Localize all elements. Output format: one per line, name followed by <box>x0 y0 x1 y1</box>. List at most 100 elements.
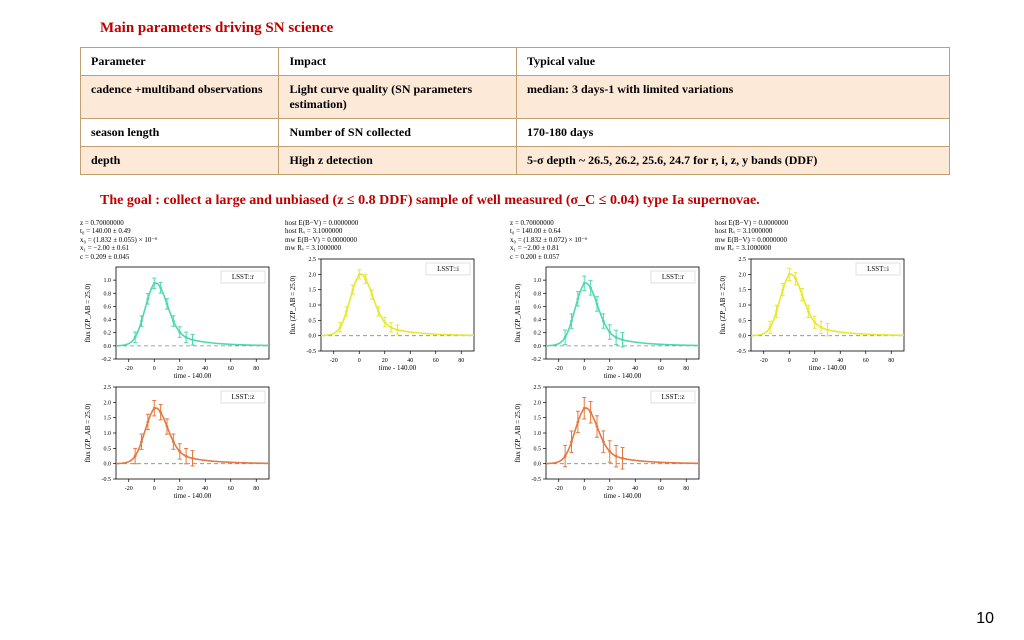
svg-text:0.6: 0.6 <box>534 304 542 310</box>
svg-text:0.8: 0.8 <box>534 291 542 297</box>
svg-text:0.4: 0.4 <box>104 318 112 324</box>
svg-text:60: 60 <box>228 366 234 372</box>
chart-lsst-i-left: -20020406080-0.50.00.51.01.52.02.5LSST::… <box>285 253 480 373</box>
svg-text:1.5: 1.5 <box>309 287 317 293</box>
svg-text:-0.2: -0.2 <box>102 357 112 363</box>
svg-text:80: 80 <box>683 486 689 492</box>
svg-text:0.5: 0.5 <box>739 318 747 324</box>
svg-text:time - 140.00: time - 140.00 <box>809 364 847 372</box>
svg-text:1.5: 1.5 <box>739 287 747 293</box>
svg-text:flux (ZP_AB = 25.0): flux (ZP_AB = 25.0) <box>514 283 522 342</box>
svg-text:0.0: 0.0 <box>104 462 112 468</box>
svg-text:LSST::i: LSST::i <box>437 265 459 273</box>
svg-text:60: 60 <box>433 358 439 364</box>
svg-text:0: 0 <box>153 486 156 492</box>
svg-text:flux (ZP_AB = 25.0): flux (ZP_AB = 25.0) <box>84 403 92 462</box>
svg-text:LSST::r: LSST::r <box>232 273 255 281</box>
table-cell: Light curve quality (SN parameters estim… <box>279 76 516 119</box>
table-cell: cadence +multiband observations <box>81 76 279 119</box>
svg-text:time - 140.00: time - 140.00 <box>604 372 642 380</box>
svg-text:2.5: 2.5 <box>104 385 112 391</box>
table-cell: 5-σ depth ~ 26.5, 26.2, 25.6, 24.7 for r… <box>516 147 949 175</box>
svg-text:0.0: 0.0 <box>534 344 542 350</box>
chart-lsst-z-right: -20020406080-0.50.00.51.01.52.02.5LSST::… <box>510 381 705 501</box>
svg-text:flux (ZP_AB = 25.0): flux (ZP_AB = 25.0) <box>84 283 92 342</box>
svg-text:0.2: 0.2 <box>534 331 542 337</box>
svg-text:1.0: 1.0 <box>534 431 542 437</box>
svg-text:80: 80 <box>253 486 259 492</box>
table-cell: depth <box>81 147 279 175</box>
page-title: Main parameters driving SN science <box>100 20 984 37</box>
table-cell: 170-180 days <box>516 119 949 147</box>
th-impact: Impact <box>279 48 516 76</box>
svg-text:60: 60 <box>658 366 664 372</box>
svg-text:LSST::z: LSST::z <box>232 393 255 401</box>
table-row: cadence +multiband observationsLight cur… <box>81 76 950 119</box>
svg-text:2.5: 2.5 <box>309 257 317 263</box>
svg-text:0.4: 0.4 <box>534 318 542 324</box>
params-right-b: host E(B−V) = 0.0000000 host Rᵥ = 3.1000… <box>715 219 910 253</box>
svg-text:time - 140.00: time - 140.00 <box>379 364 417 372</box>
svg-text:-0.2: -0.2 <box>532 357 542 363</box>
chart-group-left: z = 0.70000000 t₀ = 140.00 ± 0.49 x₀ = (… <box>80 219 480 501</box>
svg-text:LSST::i: LSST::i <box>867 265 889 273</box>
svg-text:LSST::z: LSST::z <box>662 393 685 401</box>
svg-text:flux (ZP_AB = 25.0): flux (ZP_AB = 25.0) <box>289 275 297 334</box>
svg-text:2.0: 2.0 <box>739 272 747 278</box>
table-cell: season length <box>81 119 279 147</box>
svg-text:0.5: 0.5 <box>534 446 542 452</box>
svg-text:time - 140.00: time - 140.00 <box>174 372 212 380</box>
chart-lsst-z-left: -20020406080-0.50.00.51.01.52.02.5LSST::… <box>80 381 275 501</box>
svg-text:-0.5: -0.5 <box>307 349 317 355</box>
svg-text:flux (ZP_AB = 25.0): flux (ZP_AB = 25.0) <box>514 403 522 462</box>
svg-text:-0.5: -0.5 <box>532 477 542 483</box>
svg-text:time - 140.00: time - 140.00 <box>174 492 212 500</box>
svg-text:0.0: 0.0 <box>534 462 542 468</box>
charts-area: z = 0.70000000 t₀ = 140.00 ± 0.49 x₀ = (… <box>80 219 984 501</box>
table-row: season lengthNumber of SN collected170-1… <box>81 119 950 147</box>
svg-text:-20: -20 <box>330 358 338 364</box>
svg-text:0.0: 0.0 <box>104 344 112 350</box>
svg-text:60: 60 <box>863 358 869 364</box>
svg-text:1.5: 1.5 <box>104 416 112 422</box>
table-row: depthHigh z detection5-σ depth ~ 26.5, 2… <box>81 147 950 175</box>
svg-text:0.5: 0.5 <box>104 446 112 452</box>
svg-text:0: 0 <box>358 358 361 364</box>
svg-text:1.0: 1.0 <box>104 431 112 437</box>
table-cell: Number of SN collected <box>279 119 516 147</box>
svg-text:flux (ZP_AB = 25.0): flux (ZP_AB = 25.0) <box>719 275 727 334</box>
svg-text:2.5: 2.5 <box>534 385 542 391</box>
svg-text:80: 80 <box>458 358 464 364</box>
goal-text: The goal : collect a large and unbiased … <box>100 193 984 209</box>
svg-text:60: 60 <box>228 486 234 492</box>
chart-lsst-r-right: -20020406080-0.20.00.20.40.60.81.0LSST::… <box>510 261 705 381</box>
svg-text:1.0: 1.0 <box>104 278 112 284</box>
chart-lsst-r-left: -20020406080-0.20.00.20.40.60.81.0LSST::… <box>80 261 275 381</box>
chart-lsst-i-right: -20020406080-0.50.00.51.01.52.02.5LSST::… <box>715 253 910 373</box>
svg-text:0.5: 0.5 <box>309 318 317 324</box>
svg-text:1.0: 1.0 <box>534 278 542 284</box>
table-cell: median: 3 days-1 with limited variations <box>516 76 949 119</box>
svg-text:2.0: 2.0 <box>309 272 317 278</box>
svg-text:1.0: 1.0 <box>309 303 317 309</box>
svg-text:-20: -20 <box>555 486 563 492</box>
table-cell: High z detection <box>279 147 516 175</box>
th-parameter: Parameter <box>81 48 279 76</box>
params-table: Parameter Impact Typical value cadence +… <box>80 47 950 175</box>
svg-text:LSST::r: LSST::r <box>662 273 685 281</box>
svg-text:2.0: 2.0 <box>534 400 542 406</box>
svg-text:0: 0 <box>788 358 791 364</box>
svg-text:-0.5: -0.5 <box>102 477 112 483</box>
svg-text:0: 0 <box>153 366 156 372</box>
svg-text:0.6: 0.6 <box>104 304 112 310</box>
th-typical: Typical value <box>516 48 949 76</box>
svg-text:60: 60 <box>658 486 664 492</box>
svg-text:0.0: 0.0 <box>309 333 317 339</box>
svg-text:-20: -20 <box>125 486 133 492</box>
svg-text:1.5: 1.5 <box>534 416 542 422</box>
params-left-a: z = 0.70000000 t₀ = 140.00 ± 0.49 x₀ = (… <box>80 219 275 261</box>
svg-text:1.0: 1.0 <box>739 303 747 309</box>
svg-text:80: 80 <box>253 366 259 372</box>
params-left-b: host E(B−V) = 0.0000000 host Rᵥ = 3.1000… <box>285 219 480 253</box>
svg-text:-20: -20 <box>555 366 563 372</box>
